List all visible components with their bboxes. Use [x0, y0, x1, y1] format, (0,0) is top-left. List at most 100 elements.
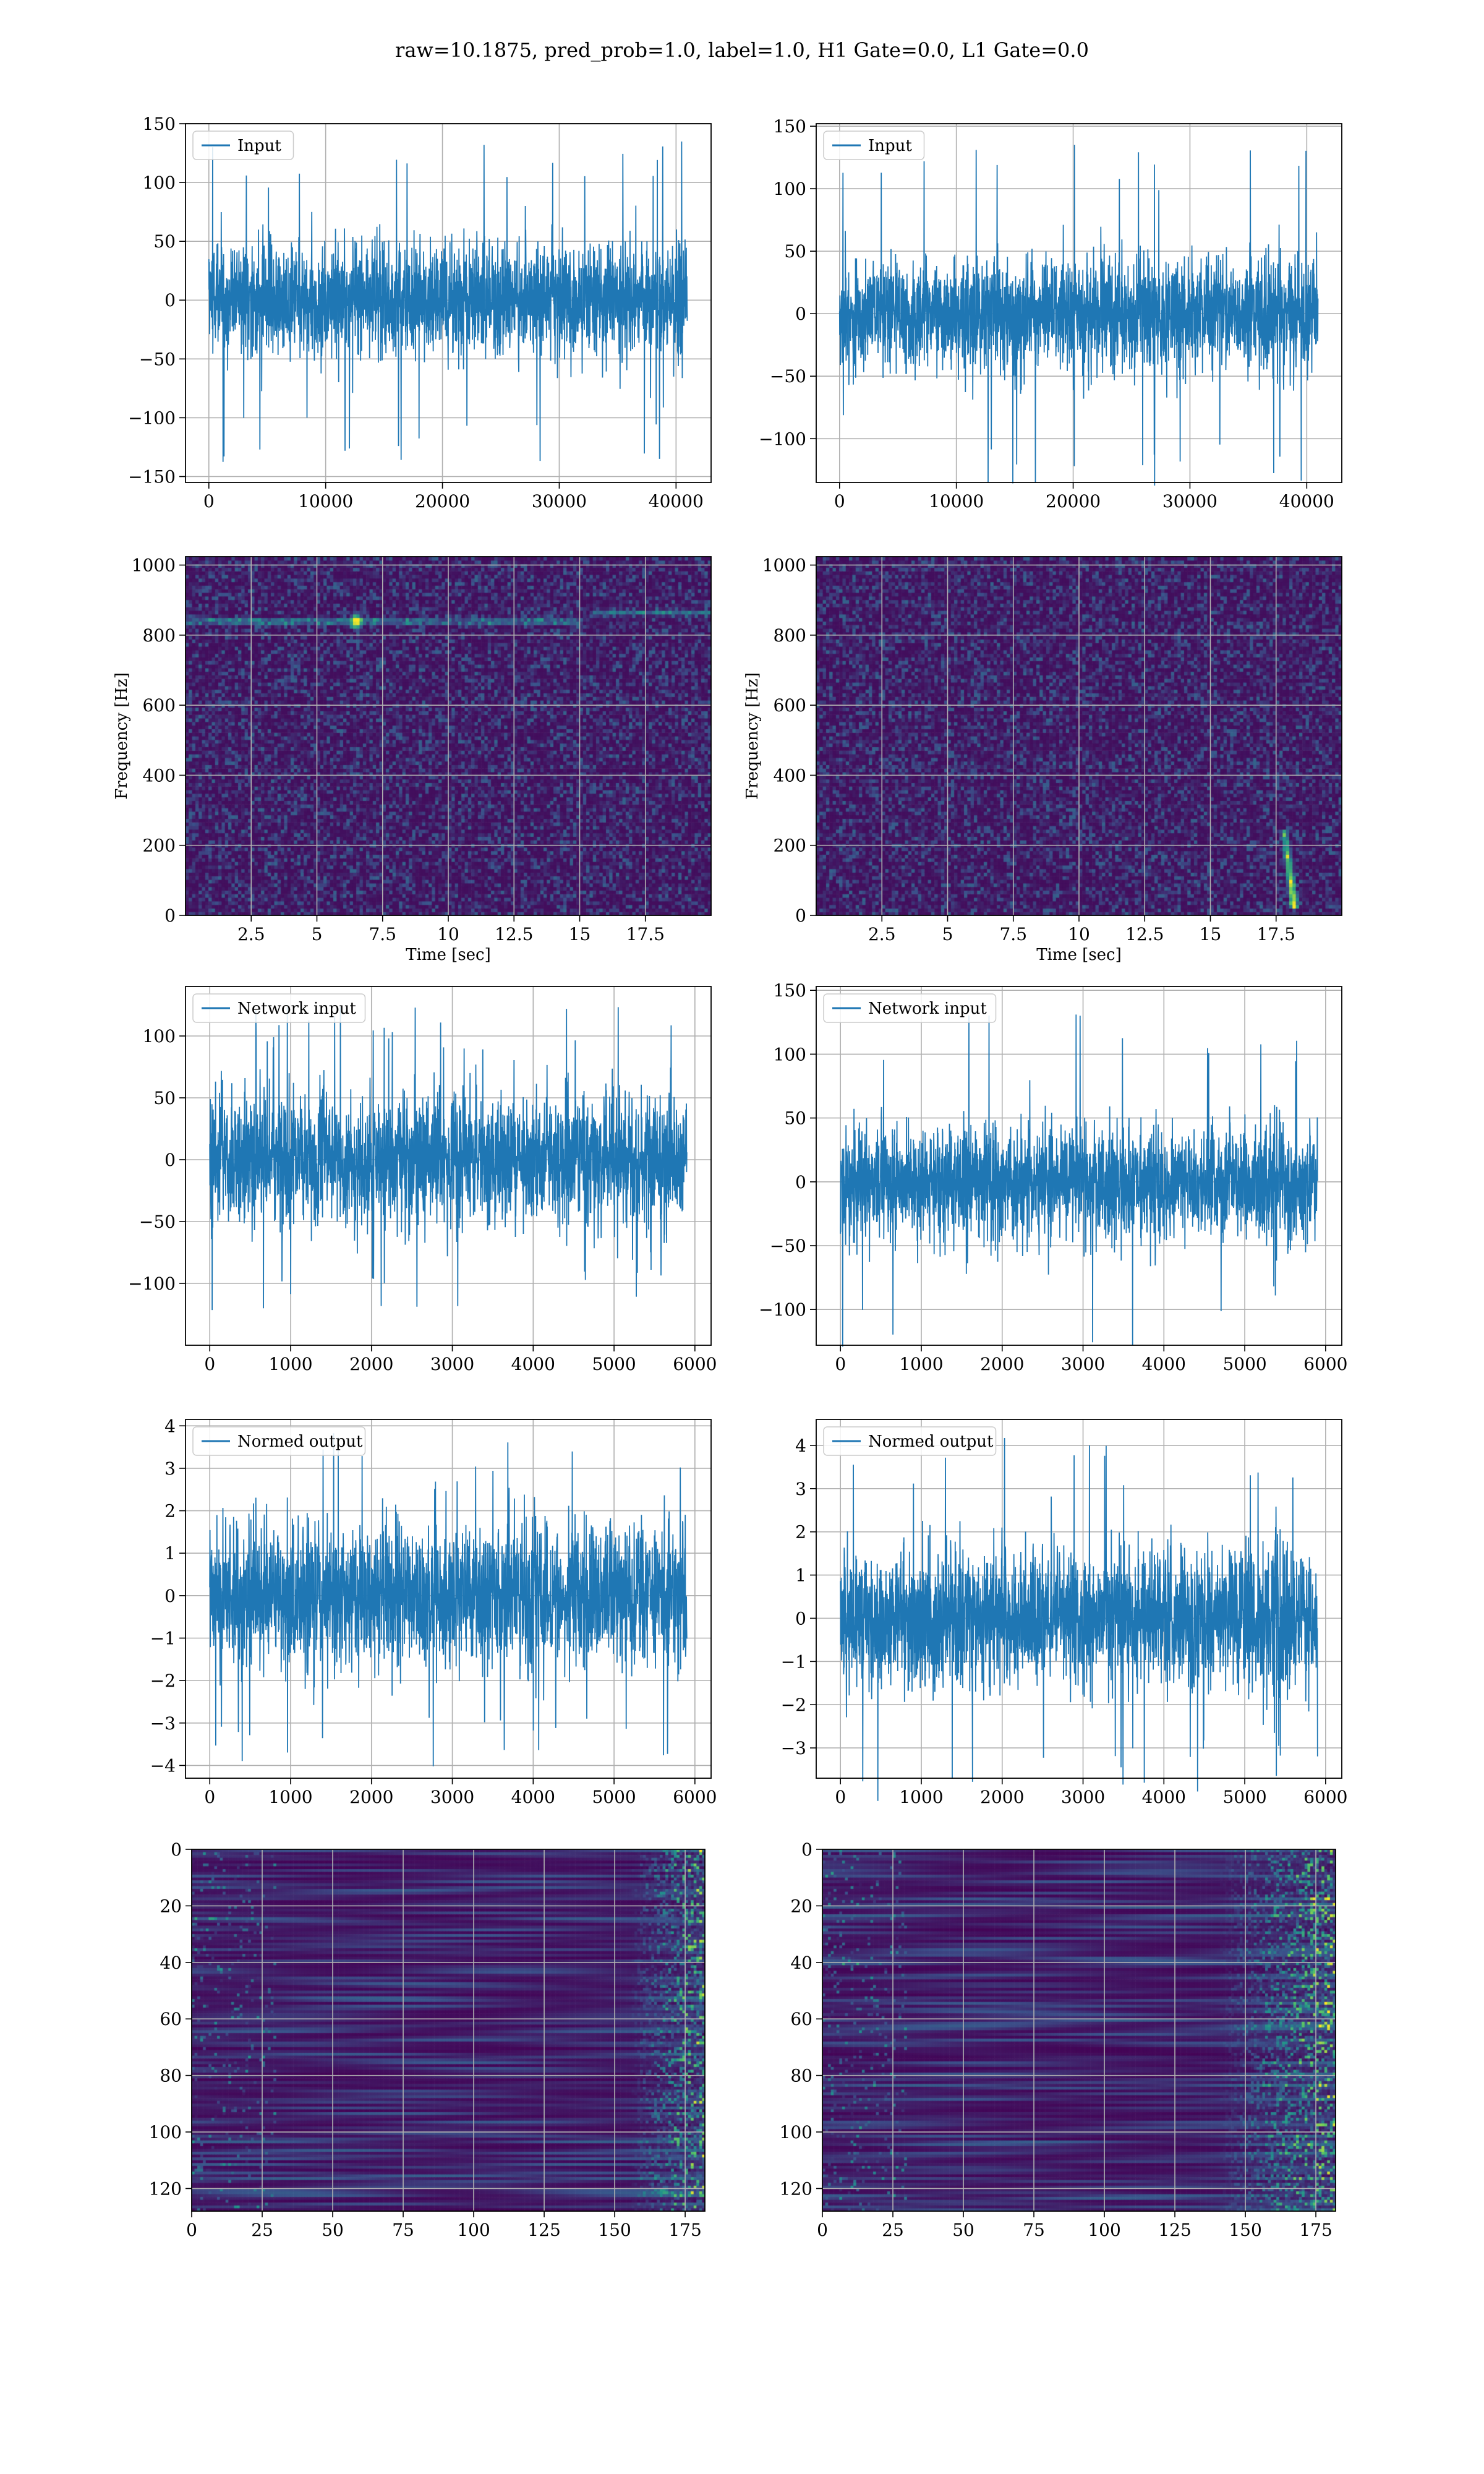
y-tick-label: 200	[143, 836, 176, 856]
x-tick-label: 5	[312, 924, 323, 944]
x-tick-label: 4000	[1142, 1354, 1186, 1374]
x-tick-label: 0	[186, 2220, 197, 2240]
y-tick-label: 100	[143, 1026, 176, 1047]
y-tick-label: −4	[150, 1755, 176, 1776]
x-tick-label: 3000	[430, 1354, 474, 1374]
series-line-netin_h1	[209, 1006, 688, 1311]
y-tick-label: 100	[149, 2122, 182, 2142]
x-tick-label: 10	[1068, 924, 1090, 944]
y-tick-label: −50	[770, 366, 806, 387]
y-tick-label: 100	[774, 179, 806, 199]
y-tick-label: 40	[790, 1953, 812, 1973]
x-tick-label: 0	[835, 1354, 846, 1374]
chart-feat_l1: 0 25 50 75 100 125 150 175 0 20 40 60 80 100 120	[780, 1839, 1336, 2240]
y-tick-label: 100	[774, 1044, 806, 1064]
figure-title: raw=10.1875, pred_prob=1.0, label=1.0, H…	[395, 38, 1089, 62]
x-tick-label: 5000	[592, 1354, 636, 1374]
legend-netin_l1: Network input	[823, 993, 997, 1023]
y-tick-label: 0	[164, 1586, 176, 1606]
axes-frame-feat_h1	[191, 1849, 706, 2212]
legend-input_h1: Input	[192, 131, 294, 160]
axes-frame-input_l1	[816, 123, 1342, 483]
x-tick-label: 4000	[511, 1354, 555, 1374]
x-tick-label: 0	[835, 1787, 846, 1807]
legend-label: Normed output	[868, 1432, 994, 1451]
y-tick-label: −150	[128, 466, 176, 487]
y-tick-label: 0	[164, 905, 176, 926]
heatmap-feat_h1	[192, 1849, 705, 2211]
x-axis-label: Time [sec]	[406, 946, 491, 964]
axes-frame-netin_l1	[816, 986, 1342, 1346]
x-tick-label: 5	[942, 924, 953, 944]
legend-label: Input	[868, 137, 912, 155]
y-tick-label: 200	[774, 836, 806, 856]
y-tick-label: 0	[795, 304, 806, 324]
axes-frame-input_h1	[185, 123, 712, 483]
y-tick-label: 400	[143, 765, 176, 785]
y-tick-label: −100	[128, 1273, 176, 1294]
x-axis-label: Time [sec]	[1036, 946, 1122, 964]
x-tick-label: 1000	[899, 1787, 943, 1807]
y-tick-label: 4	[795, 1436, 806, 1456]
x-tick-label: 20000	[1046, 491, 1101, 511]
x-tick-label: 5000	[592, 1787, 636, 1807]
y-tick-label: 4	[164, 1416, 176, 1436]
x-tick-label: 25	[251, 2220, 273, 2240]
axes-frame-normed_h1	[185, 1419, 712, 1779]
y-tick-label: −1	[781, 1651, 806, 1672]
y-tick-label: 80	[160, 2066, 182, 2086]
y-tick-label: −3	[150, 1713, 176, 1734]
y-tick-label: 60	[160, 2009, 182, 2029]
x-tick-label: 12.5	[1125, 924, 1164, 944]
legend-box	[192, 131, 294, 160]
x-tick-label: 125	[527, 2220, 560, 2240]
y-tick-label: 150	[774, 980, 806, 1001]
y-tick-label: 120	[149, 2178, 182, 2199]
y-tick-label: 600	[143, 695, 176, 716]
x-tick-label: 0	[834, 491, 845, 511]
x-tick-label: 2000	[980, 1787, 1024, 1807]
x-tick-label: 1000	[899, 1354, 943, 1374]
x-tick-label: 6000	[673, 1787, 717, 1807]
x-tick-label: 4000	[511, 1787, 555, 1807]
y-tick-label: −100	[759, 1299, 806, 1320]
series-line-input_l1	[838, 144, 1319, 486]
y-tick-label: 80	[790, 2066, 812, 2086]
x-tick-label: 75	[392, 2220, 414, 2240]
grid-spec_h1	[186, 557, 711, 916]
x-tick-label: 75	[1023, 2220, 1045, 2240]
y-tick-label: 2	[164, 1501, 176, 1522]
x-tick-label: 1000	[268, 1787, 312, 1807]
y-tick-label: 100	[780, 2122, 812, 2142]
x-tick-label: 1000	[268, 1354, 312, 1374]
y-tick-label: 0	[795, 1172, 806, 1192]
x-tick-label: 40000	[1279, 491, 1334, 511]
y-tick-label: 0	[795, 1608, 806, 1629]
y-tick-label: 1	[164, 1543, 176, 1564]
x-tick-label: 10	[437, 924, 459, 944]
x-tick-label: 50	[322, 2220, 344, 2240]
y-tick-label: 600	[774, 695, 806, 716]
x-tick-label: 150	[1229, 2220, 1261, 2240]
y-tick-label: −3	[781, 1738, 806, 1758]
axes-frame-feat_l1	[822, 1849, 1336, 2212]
x-tick-label: 25	[882, 2220, 904, 2240]
y-tick-label: 0	[164, 290, 176, 310]
chart-normed_h1: Normed output 0 1000 2000 3000 4000 5000 6000 −4…	[150, 1416, 717, 1807]
y-tick-label: −100	[759, 429, 806, 449]
axes-frame-normed_l1	[816, 1419, 1342, 1779]
x-tick-label: 0	[817, 2220, 828, 2240]
chart-input_l1: Input 0 10000 20000 30000 40000 −100 −50 0 50 100 1…	[759, 116, 1342, 511]
legend-box	[823, 131, 925, 160]
y-tick-label: −2	[150, 1671, 176, 1691]
legend-label: Normed output	[237, 1432, 363, 1451]
x-tick-label: 3000	[1061, 1354, 1105, 1374]
legend-label: Network input	[868, 999, 987, 1018]
legend-box	[823, 993, 997, 1023]
y-axis-label: Frequency [Hz]	[743, 672, 762, 800]
y-tick-label: 50	[784, 1108, 806, 1129]
x-tick-label: 150	[598, 2220, 631, 2240]
